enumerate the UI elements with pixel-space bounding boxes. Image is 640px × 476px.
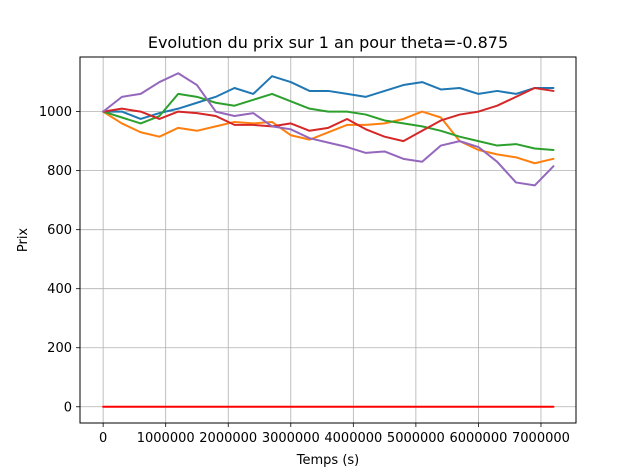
series-line-1 — [102, 75, 555, 120]
x-tick-label: 5000000 — [387, 431, 445, 446]
series-line-2 — [102, 110, 555, 165]
y-tick-label: 600 — [47, 223, 72, 238]
y-axis: 0 200 400 600 800 1000 — [39, 105, 80, 415]
x-tick-label: 1000000 — [137, 431, 195, 446]
y-tick-label: 200 — [47, 341, 72, 356]
series-line-4 — [102, 86, 555, 143]
grid — [80, 57, 576, 423]
x-tick-label: 2000000 — [199, 431, 257, 446]
plot-frame — [79, 56, 577, 424]
x-tick-label: 7000000 — [512, 431, 570, 446]
x-tick-label: 4000000 — [324, 431, 382, 446]
y-axis-label: Prix — [16, 228, 31, 253]
y-tick-label: 400 — [47, 282, 72, 297]
y-tick-label: 0 — [64, 400, 72, 415]
x-axis-label: Temps (s) — [296, 453, 359, 468]
x-tick-label: 3000000 — [262, 431, 320, 446]
series-line-3 — [102, 92, 555, 151]
x-tick-label: 0 — [99, 431, 107, 446]
chart-title: Evolution du prix sur 1 an pour theta=-0… — [148, 33, 508, 52]
x-tick-label: 6000000 — [449, 431, 507, 446]
series-layer — [102, 72, 555, 408]
series-line-5 — [102, 72, 555, 187]
x-axis: 0 1000000 2000000 3000000 4000000 5000000 6000… — [99, 423, 570, 446]
y-tick-label: 800 — [47, 164, 72, 179]
y-tick-label: 1000 — [39, 105, 72, 120]
